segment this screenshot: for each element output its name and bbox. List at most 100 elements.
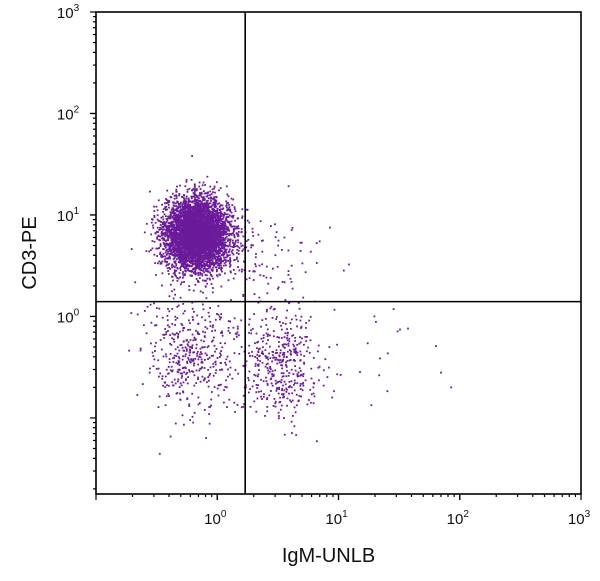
data-point: [185, 264, 187, 267]
data-point: [216, 270, 218, 273]
data-point: [194, 223, 197, 226]
data-point: [217, 247, 220, 249]
data-point: [175, 275, 177, 278]
data-point: [205, 210, 208, 212]
data-point: [184, 263, 187, 266]
data-point: [183, 208, 186, 211]
data-point: [166, 225, 169, 227]
data-point: [182, 227, 184, 230]
data-point: [205, 217, 208, 219]
data-point: [173, 250, 176, 253]
data-point: [197, 271, 200, 274]
data-point: [234, 219, 236, 222]
data-point: [207, 219, 209, 221]
data-point: [181, 222, 184, 225]
data-point: [200, 202, 203, 205]
data-point: [192, 222, 195, 224]
data-point: [211, 204, 214, 207]
data-point: [182, 271, 184, 273]
data-point: [214, 217, 216, 219]
data-point: [209, 202, 212, 205]
data-point: [199, 252, 202, 254]
data-point: [228, 203, 230, 206]
data-point: [193, 219, 196, 222]
data-point: [163, 237, 166, 240]
data-point: [165, 264, 168, 267]
data-point: [175, 213, 178, 216]
data-point: [162, 248, 164, 250]
data-point: [217, 243, 219, 245]
data-point: [143, 231, 146, 234]
data-point: [191, 270, 194, 273]
data-point: [221, 239, 224, 242]
data-point: [161, 221, 164, 224]
data-point: [222, 213, 224, 216]
data-point: [169, 231, 172, 233]
data-point: [173, 232, 176, 235]
data-point: [164, 207, 167, 209]
data-point: [210, 228, 213, 231]
data-point: [170, 237, 172, 240]
data-point: [182, 202, 185, 205]
data-point: [219, 237, 222, 240]
data-point: [173, 218, 175, 221]
data-point: [165, 243, 168, 245]
data-point: [219, 204, 222, 207]
data-point: [171, 235, 174, 238]
data-point: [165, 227, 168, 230]
data-point: [179, 233, 181, 235]
data-point: [170, 227, 173, 230]
data-point: [153, 216, 156, 219]
data-point: [225, 216, 228, 218]
data-points: [128, 155, 453, 455]
data-point: [189, 235, 192, 238]
data-point: [212, 213, 215, 216]
data-point: [169, 242, 171, 245]
data-point: [188, 187, 191, 190]
data-point: [165, 246, 167, 249]
data-point: [191, 195, 194, 198]
data-point: [184, 211, 187, 213]
data-point: [160, 253, 162, 256]
data-point: [212, 244, 215, 246]
data-point: [194, 240, 197, 243]
data-point: [226, 229, 229, 231]
data-point: [221, 231, 224, 233]
data-point: [220, 230, 222, 233]
data-point: [161, 256, 163, 258]
data-point: [198, 212, 201, 215]
data-point: [184, 208, 187, 211]
data-point: [205, 242, 207, 245]
data-point: [173, 229, 175, 232]
data-point: [205, 203, 208, 205]
data-point: [175, 216, 178, 218]
data-point: [216, 181, 218, 184]
data-point: [172, 204, 175, 207]
data-point: [172, 207, 175, 210]
data-point: [184, 202, 187, 205]
data-point: [199, 188, 202, 190]
data-point: [216, 222, 218, 225]
data-point: [178, 254, 180, 256]
data-point: [209, 197, 212, 200]
data-point: [185, 225, 188, 228]
data-point: [170, 230, 173, 233]
data-point: [203, 197, 205, 200]
data-point: [170, 224, 173, 227]
data-point: [193, 232, 196, 234]
data-point: [194, 246, 196, 248]
data-point: [174, 214, 176, 216]
data-point: [210, 230, 213, 233]
data-point: [180, 241, 183, 244]
data-point: [188, 214, 191, 217]
data-point: [180, 257, 182, 260]
data-point: [175, 195, 178, 198]
data-point: [181, 219, 183, 221]
data-point: [218, 228, 221, 231]
data-point: [181, 228, 184, 231]
data-point: [201, 260, 203, 263]
data-point: [198, 209, 201, 212]
data-point: [202, 261, 205, 264]
data-point: [177, 213, 180, 216]
data-point: [227, 240, 229, 242]
